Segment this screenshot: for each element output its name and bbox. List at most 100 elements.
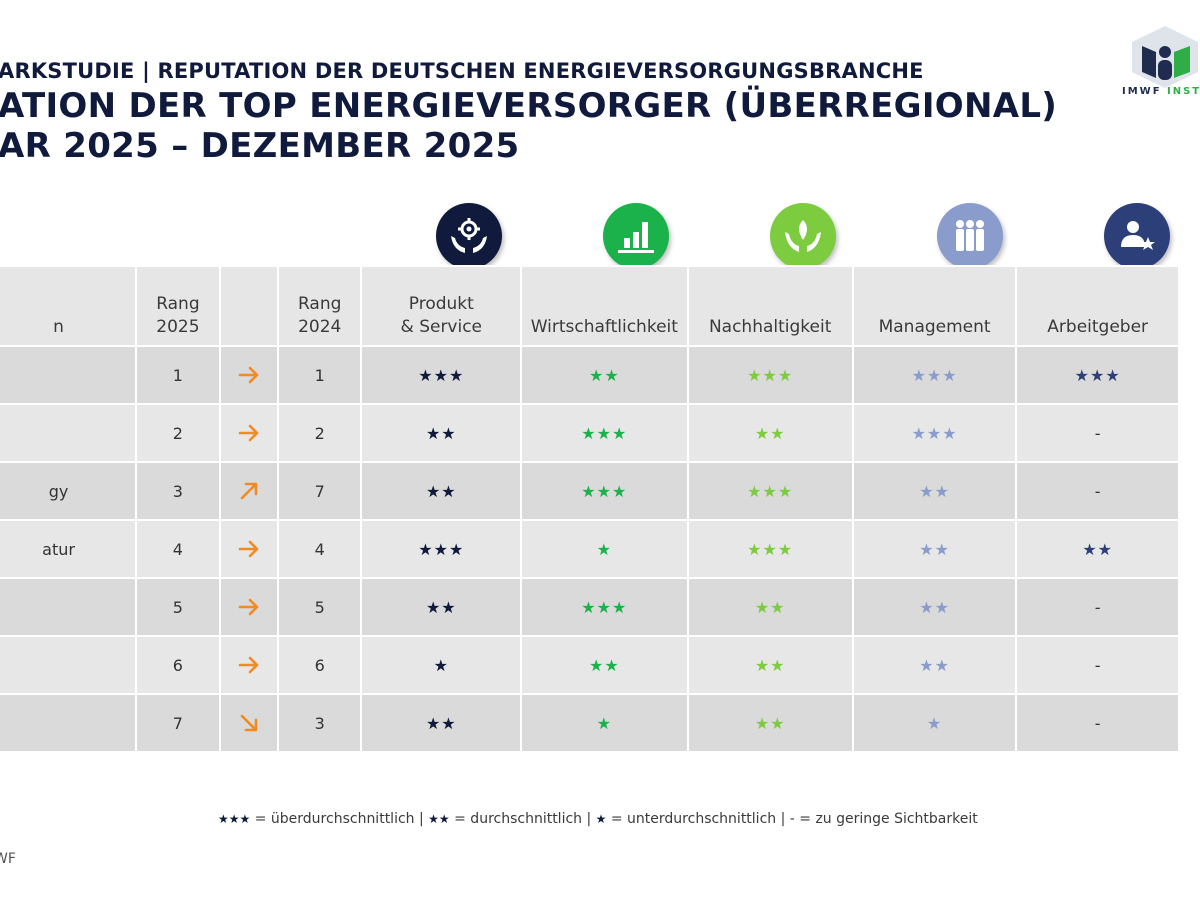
legend: ★★★ = überdurchschnittlich | ★★ = durchs… — [218, 811, 978, 827]
legend-text-average: = durchschnittlich | — [449, 811, 596, 827]
header-economy: Wirtschaftlichkeit — [520, 265, 689, 347]
imwf-logo-icon — [1132, 26, 1198, 88]
rank-2024: 1 — [276, 345, 363, 405]
table-row: 7 3 ★★ ★ ★★ ★ - — [0, 693, 1180, 753]
header-management: Management — [851, 265, 1018, 347]
legend-text-below-average: = unterdurchschnittlich | - = zu geringe… — [606, 811, 978, 827]
rank-2025: 7 — [135, 693, 221, 753]
source-label: WF — [0, 851, 16, 867]
company-name — [0, 345, 138, 405]
trend-right-arrow-icon — [238, 366, 259, 384]
rank-2024: 5 — [276, 577, 363, 637]
rating-employer: - — [1015, 635, 1180, 695]
trend-right-arrow-icon — [238, 424, 259, 442]
table-row: 6 6 ★ ★★ ★★ ★★ - — [0, 635, 1180, 695]
company-name — [0, 577, 138, 637]
trend-arrow-cell — [218, 577, 279, 637]
rank-2024: 4 — [276, 519, 363, 579]
rank-2025: 5 — [135, 577, 221, 637]
table-row: 2 2 ★★ ★★★ ★★ ★★★ - — [0, 403, 1180, 463]
leaf-hands-icon — [770, 203, 836, 269]
trend-down-right-arrow-icon — [240, 714, 258, 732]
rating-product: ★★ — [360, 577, 523, 637]
gear-hands-icon — [436, 203, 502, 269]
trend-right-arrow-icon — [238, 656, 259, 674]
rating-sustainability: ★★ — [686, 635, 854, 695]
legend-two-stars: ★★ — [428, 812, 450, 826]
page-title: ATION DER TOP ENERGIEVERSORGER (ÜBERREGI… — [0, 86, 1058, 126]
trend-arrow-cell — [218, 345, 279, 405]
trend-up-right-arrow-icon — [240, 482, 258, 500]
rank-2025: 2 — [135, 403, 221, 463]
rating-sustainability: ★★★ — [686, 461, 854, 521]
company-name: atur — [0, 519, 138, 579]
rating-product: ★★ — [360, 693, 523, 753]
rank-2024: 2 — [276, 403, 363, 463]
bar-chart-icon — [603, 203, 669, 269]
header-sustainability: Nachhaltigkeit — [686, 265, 854, 347]
rank-2024: 7 — [276, 461, 363, 521]
title-block: ARKSTUDIE | REPUTATION DER DEUTSCHEN ENE… — [0, 56, 1057, 166]
table-header-row: n Rang 2025 Rang 2024 Produkt & Service Wir… — [0, 265, 1180, 347]
logo-text: IMWF INSTIT — [1122, 86, 1200, 97]
study-subtitle: ARKSTUDIE | REPUTATION DER DEUTSCHEN ENE… — [0, 59, 924, 83]
table-row: gy 3 7 ★★ ★★★ ★★★ ★★ - — [0, 461, 1180, 521]
rating-sustainability: ★★ — [686, 693, 854, 753]
table-row: 1 1 ★★★ ★★ ★★★ ★★★ ★★★ — [0, 345, 1180, 405]
rating-management: ★★ — [851, 635, 1018, 695]
table-row: atur 4 4 ★★★ ★ ★★★ ★★ ★★ — [0, 519, 1180, 579]
rating-employer: - — [1015, 403, 1180, 463]
legend-text-above-average: = überdurchschnittlich | — [250, 811, 429, 827]
rating-employer: - — [1015, 577, 1180, 637]
trend-arrow-cell — [218, 693, 279, 753]
rating-economy: ★★★ — [520, 403, 689, 463]
legend-one-star: ★ — [595, 812, 607, 826]
header-product-service: Produkt & Service — [360, 265, 523, 347]
rating-sustainability: ★★★ — [686, 345, 854, 405]
trend-arrow-cell — [218, 519, 279, 579]
company-name — [0, 635, 138, 695]
rating-sustainability: ★★ — [686, 403, 854, 463]
rating-employer: ★★★ — [1015, 345, 1180, 405]
legend-three-stars: ★★★ — [218, 812, 251, 826]
rating-economy: ★★ — [520, 345, 689, 405]
trend-right-arrow-icon — [238, 540, 259, 558]
rating-employer: - — [1015, 693, 1180, 753]
rank-2025: 6 — [135, 635, 221, 695]
header-trend — [218, 265, 279, 347]
rating-product: ★★★ — [360, 345, 523, 405]
rating-employer: ★★ — [1015, 519, 1180, 579]
rating-employer: - — [1015, 461, 1180, 521]
rating-sustainability: ★★★ — [686, 519, 854, 579]
period-title: AR 2025 – DEZEMBER 2025 — [0, 126, 520, 166]
reputation-table: n Rang 2025 Rang 2024 Produkt & Service Wir… — [0, 265, 1180, 753]
rating-product: ★★ — [360, 403, 523, 463]
rank-2025: 3 — [135, 461, 221, 521]
header-rank-2024: Rang 2024 — [276, 265, 363, 347]
trend-arrow-cell — [218, 635, 279, 695]
rating-management: ★★ — [851, 461, 1018, 521]
company-name — [0, 693, 138, 753]
rating-economy: ★ — [520, 519, 689, 579]
rank-2025: 4 — [135, 519, 221, 579]
company-name — [0, 403, 138, 463]
trend-arrow-cell — [218, 403, 279, 463]
rating-product: ★★ — [360, 461, 523, 521]
rating-economy: ★★★ — [520, 461, 689, 521]
rating-management: ★★★ — [851, 403, 1018, 463]
employee-star-icon — [1104, 203, 1170, 269]
rating-product: ★ — [360, 635, 523, 695]
rating-product: ★★★ — [360, 519, 523, 579]
rating-sustainability: ★★ — [686, 577, 854, 637]
rating-economy: ★ — [520, 693, 689, 753]
table-row: 5 5 ★★ ★★★ ★★ ★★ - — [0, 577, 1180, 637]
rating-management: ★ — [851, 693, 1018, 753]
header-employer: Arbeitgeber — [1015, 265, 1180, 347]
rank-2024: 6 — [276, 635, 363, 695]
rating-economy: ★★★ — [520, 577, 689, 637]
rank-2024: 3 — [276, 693, 363, 753]
rating-management: ★★★ — [851, 345, 1018, 405]
company-name: gy — [0, 461, 138, 521]
trend-arrow-cell — [218, 461, 279, 521]
people-icon — [937, 203, 1003, 269]
